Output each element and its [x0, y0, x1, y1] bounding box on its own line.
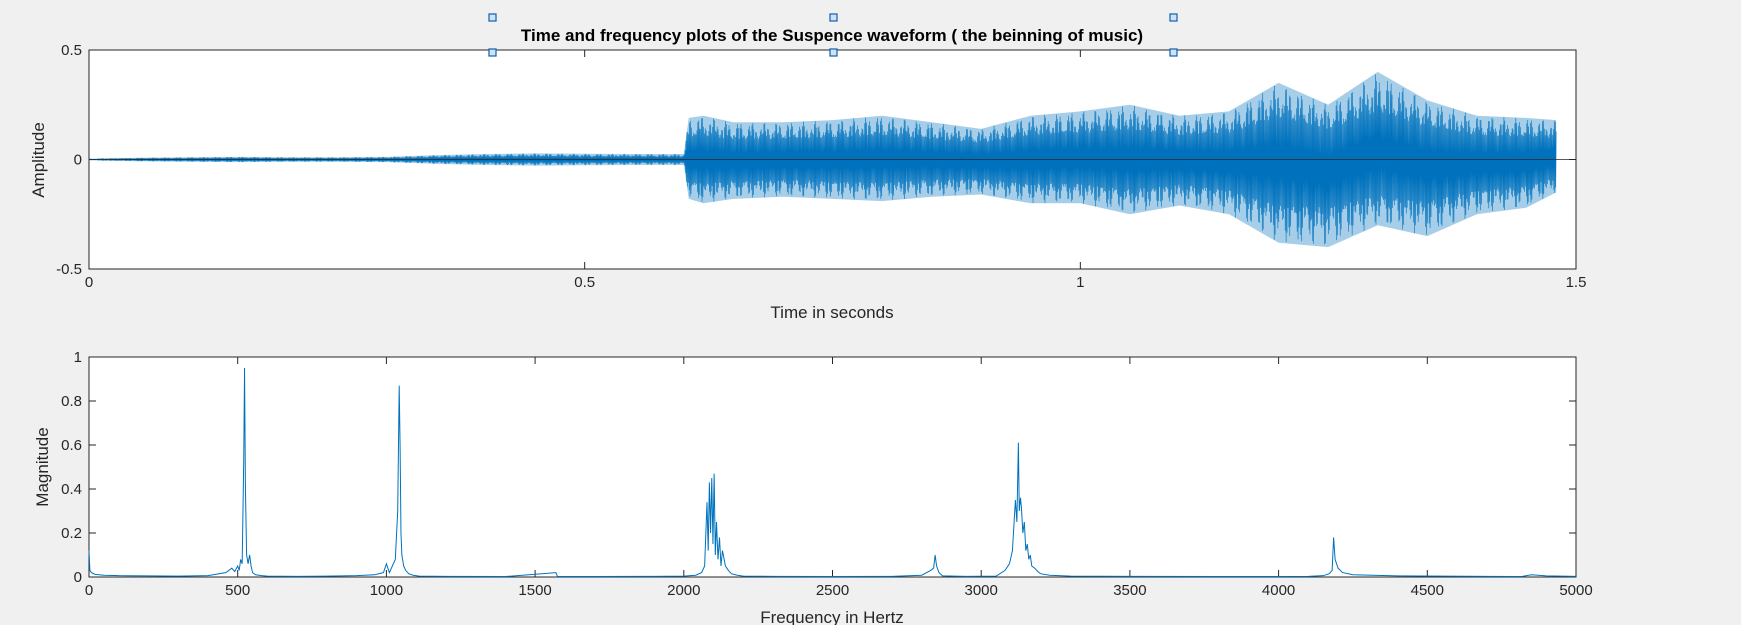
time-plot-ytick-label: 0.5	[61, 42, 82, 59]
frequency-plot-xtick-label: 4000	[1262, 582, 1295, 599]
time-plot-ytick-label: -0.5	[56, 261, 82, 278]
time-plot-xtick-label: 1.5	[1566, 274, 1587, 291]
frequency-plot-ytick-label: 0	[74, 569, 82, 586]
frequency-plot-ytick-label: 0.4	[61, 481, 82, 498]
frequency-plot-ytick-label: 0.2	[61, 525, 82, 542]
frequency-plot-ytick-label: 0.8	[61, 393, 82, 410]
time-plot-xtick-label: 0.5	[574, 274, 595, 291]
frequency-plot-xtick-label: 2000	[667, 582, 700, 599]
title-handle-bottom-center[interactable]	[829, 48, 838, 57]
frequency-plot-xtick-label: 4500	[1411, 582, 1444, 599]
frequency-plot-xtick-label: 3500	[1113, 582, 1146, 599]
time-plot-ytick-label: 0	[74, 152, 82, 169]
title-handle-bottom-left[interactable]	[488, 48, 497, 57]
time-plot-xtick-label: 0	[85, 274, 93, 291]
title-selection-handles[interactable]	[488, 13, 1178, 57]
time-plot-ylabel: Amplitude	[29, 122, 48, 198]
time-plot-xtick-label: 1	[1076, 274, 1084, 291]
frequency-plot-xtick-label: 1000	[370, 582, 403, 599]
time-plot-xlabel: Time in seconds	[770, 303, 893, 322]
frequency-plot-series	[88, 367, 1577, 578]
title-handle-top-left[interactable]	[488, 13, 497, 22]
spectrum-line	[88, 367, 1577, 578]
frequency-plot-ylabel: Magnitude	[33, 427, 52, 506]
time-plot-series	[88, 71, 1576, 248]
frequency-plot-xtick-label: 0	[85, 582, 93, 599]
frequency-plot-ytick-label: 1	[74, 349, 82, 366]
frequency-plot-xtick-label: 3000	[965, 582, 998, 599]
frequency-plot-axes[interactable]: 0 500 1000 1500 2000 2500 3000 3500 4000 4500 5000…	[33, 349, 1593, 625]
time-plot-axes[interactable]: 0 0.5 1 1.5-0.500.5 Time and frequency plot…	[29, 26, 1586, 322]
title-handle-bottom-right[interactable]	[1169, 48, 1178, 57]
frequency-plot-xtick-label: 5000	[1559, 582, 1592, 599]
frequency-plot-xlabel: Frequency in Hertz	[760, 608, 904, 625]
time-plot-ticks: 0 0.5 1 1.5-0.500.5	[56, 42, 1586, 291]
chart-title[interactable]: Time and frequency plots of the Suspence…	[521, 26, 1143, 45]
frequency-plot-ticks: 0 500 1000 1500 2000 2500 3000 3500 4000 4500 5000…	[61, 349, 1593, 599]
frequency-plot-ytick-label: 0.6	[61, 437, 82, 454]
frequency-plot-xtick-label: 2500	[816, 582, 849, 599]
title-handle-top-right[interactable]	[1169, 13, 1178, 22]
title-handle-top-center[interactable]	[829, 13, 838, 22]
frequency-plot-area	[88, 356, 1577, 578]
waveform-line	[88, 74, 1557, 245]
frequency-plot-xtick-label: 1500	[518, 582, 551, 599]
frequency-plot-xtick-label: 500	[225, 582, 250, 599]
